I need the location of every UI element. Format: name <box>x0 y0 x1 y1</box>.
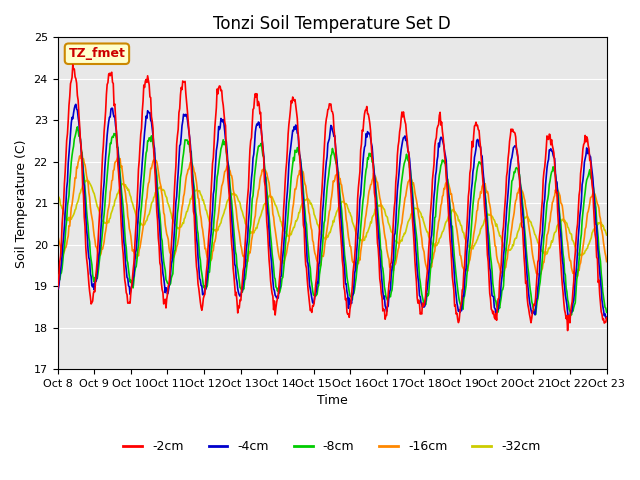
Y-axis label: Soil Temperature (C): Soil Temperature (C) <box>15 139 28 267</box>
X-axis label: Time: Time <box>317 395 348 408</box>
Title: Tonzi Soil Temperature Set D: Tonzi Soil Temperature Set D <box>213 15 451 33</box>
Text: TZ_fmet: TZ_fmet <box>68 47 125 60</box>
Legend: -2cm, -4cm, -8cm, -16cm, -32cm: -2cm, -4cm, -8cm, -16cm, -32cm <box>118 435 546 458</box>
